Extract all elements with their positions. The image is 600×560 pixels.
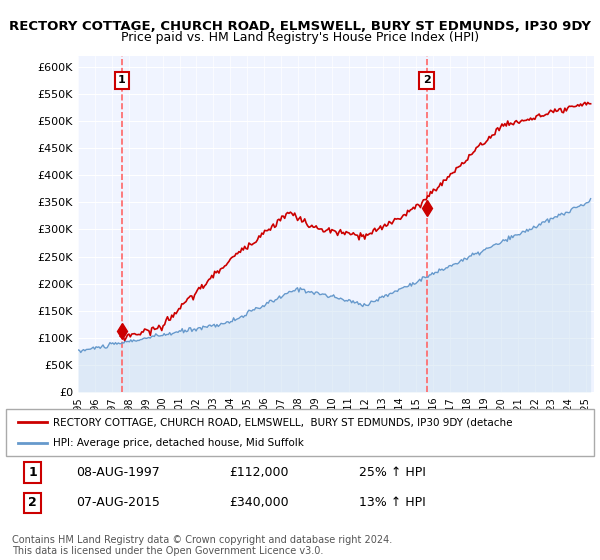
- Text: 2: 2: [422, 76, 430, 85]
- Text: RECTORY COTTAGE, CHURCH ROAD, ELMSWELL, BURY ST EDMUNDS, IP30 9DY: RECTORY COTTAGE, CHURCH ROAD, ELMSWELL, …: [9, 20, 591, 32]
- Text: Contains HM Land Registry data © Crown copyright and database right 2024.
This d: Contains HM Land Registry data © Crown c…: [12, 535, 392, 557]
- Text: £112,000: £112,000: [229, 466, 289, 479]
- Text: Price paid vs. HM Land Registry's House Price Index (HPI): Price paid vs. HM Land Registry's House …: [121, 31, 479, 44]
- Text: 25% ↑ HPI: 25% ↑ HPI: [359, 466, 425, 479]
- Text: 1: 1: [28, 466, 37, 479]
- Text: 07-AUG-2015: 07-AUG-2015: [77, 496, 160, 509]
- Text: 1: 1: [118, 76, 126, 85]
- Text: RECTORY COTTAGE, CHURCH ROAD, ELMSWELL,  BURY ST EDMUNDS, IP30 9DY (detache: RECTORY COTTAGE, CHURCH ROAD, ELMSWELL, …: [53, 417, 512, 427]
- Text: 08-AUG-1997: 08-AUG-1997: [77, 466, 160, 479]
- FancyBboxPatch shape: [6, 409, 594, 456]
- Text: £340,000: £340,000: [229, 496, 289, 509]
- Text: 2: 2: [28, 496, 37, 509]
- Text: HPI: Average price, detached house, Mid Suffolk: HPI: Average price, detached house, Mid …: [53, 438, 304, 448]
- Text: 13% ↑ HPI: 13% ↑ HPI: [359, 496, 425, 509]
